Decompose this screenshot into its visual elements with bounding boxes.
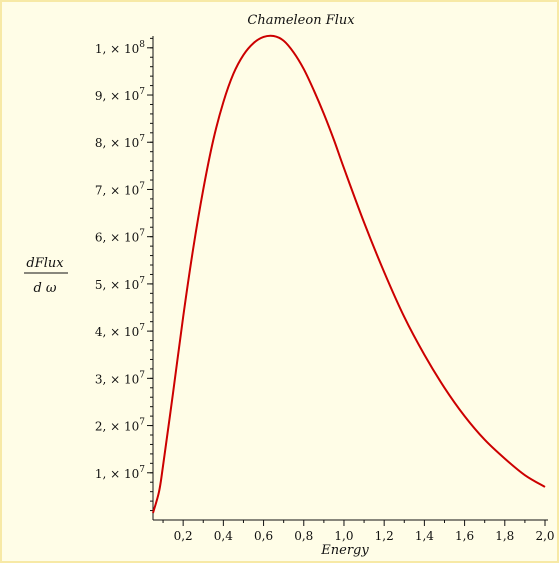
y-tick-label: 4, × 107	[95, 323, 145, 339]
x-axis-label: Energy	[320, 543, 369, 558]
x-tick-label: 1,2	[375, 529, 394, 543]
series-line	[152, 34, 546, 514]
x-tick-label: 0,8	[294, 529, 313, 543]
x-tick-label: 2,0	[535, 529, 554, 543]
y-tick-label: 7, × 107	[95, 181, 145, 197]
y-tick-label: 5, × 107	[95, 276, 145, 292]
y-axis-label-numerator: dFlux	[26, 256, 64, 271]
x-tick-label: 1,8	[495, 529, 514, 543]
y-axis-ticks: 1, × 107 2, × 107 3, × 107 4, × 107 5, × 107…	[95, 37, 153, 512]
y-tick-label: 6, × 107	[95, 229, 145, 245]
y-axis-label-denominator: d ω	[33, 281, 56, 296]
x-axis-ticks: 0,2 0,4 0,6 0,8 1,0 1,2 1,4 1,6 1,8 2,0	[162, 520, 555, 543]
x-tick-label: 0,2	[174, 529, 193, 543]
y-tick-label: 1, × 107	[95, 465, 145, 481]
y-tick-label: 1, × 108	[95, 40, 145, 56]
x-tick-label: 0,4	[214, 529, 233, 543]
chart-title: Chameleon Flux	[247, 13, 355, 28]
x-tick-label: 1,4	[415, 529, 434, 543]
y-tick-label: 2, × 107	[95, 418, 145, 434]
y-tick-label: 8, × 107	[95, 134, 145, 150]
x-tick-label: 1,6	[455, 529, 474, 543]
y-tick-label: 3, × 107	[95, 370, 145, 386]
y-tick-label: 9, × 107	[95, 87, 145, 103]
y-axis-label: dFlux d ω	[24, 256, 68, 296]
x-tick-label: 0,6	[254, 529, 273, 543]
x-tick-label: 1,0	[334, 529, 353, 543]
